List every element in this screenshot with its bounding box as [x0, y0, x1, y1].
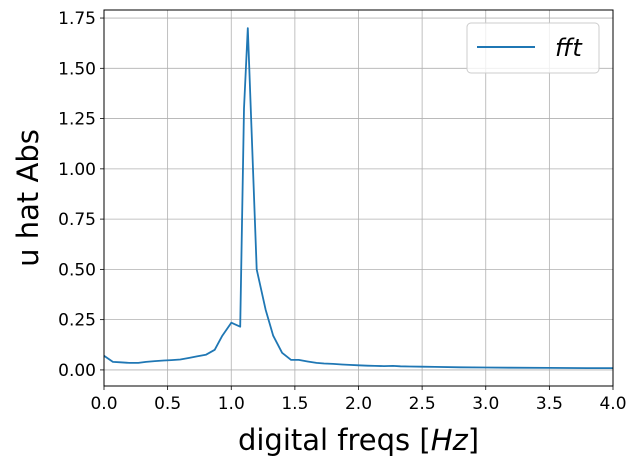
- x-tick-label: 4.0: [599, 394, 626, 414]
- y-tick-label: 1.50: [58, 59, 96, 79]
- y-tick-label: 1.00: [58, 160, 96, 180]
- y-tick-label: 0.00: [58, 361, 96, 381]
- x-tick-label: 0.0: [90, 394, 117, 414]
- x-tick-label: 1.0: [218, 394, 245, 414]
- y-tick-label: 1.25: [58, 110, 96, 130]
- grid-lines: [103, 10, 614, 386]
- x-axis-label: digital freqs [Hz]: [238, 423, 479, 457]
- x-tick-label: 3.5: [536, 394, 563, 414]
- x-axis-label-end: ]: [468, 423, 479, 457]
- x-tick-label: 1.5: [281, 394, 308, 414]
- x-tick-label: 0.5: [154, 394, 181, 414]
- x-tick-label: 2.5: [409, 394, 436, 414]
- y-tick-label: 0.50: [58, 260, 96, 280]
- x-tick-label: 3.0: [472, 394, 499, 414]
- x-tick-label: 2.0: [345, 394, 372, 414]
- x-axis-label-text: digital freqs [: [238, 423, 431, 457]
- y-axis-label: u hat Abs: [11, 129, 45, 267]
- legend: fft: [466, 22, 600, 74]
- legend-label-fft: fft: [555, 34, 583, 62]
- y-tick-label: 0.75: [58, 210, 96, 230]
- y-tick-label: 1.75: [58, 9, 96, 29]
- ticks-layer: 0.0 0.5 1.0 1.5 2.0 2.5 3.0 3.5 4.0 0.00 0.25 0.50 0…: [58, 9, 626, 414]
- y-tick-label: 0.25: [58, 311, 96, 331]
- series-line-fft: [103, 27, 613, 370]
- x-axis-label-unit: Hz: [431, 423, 469, 457]
- series-layer: [103, 27, 613, 370]
